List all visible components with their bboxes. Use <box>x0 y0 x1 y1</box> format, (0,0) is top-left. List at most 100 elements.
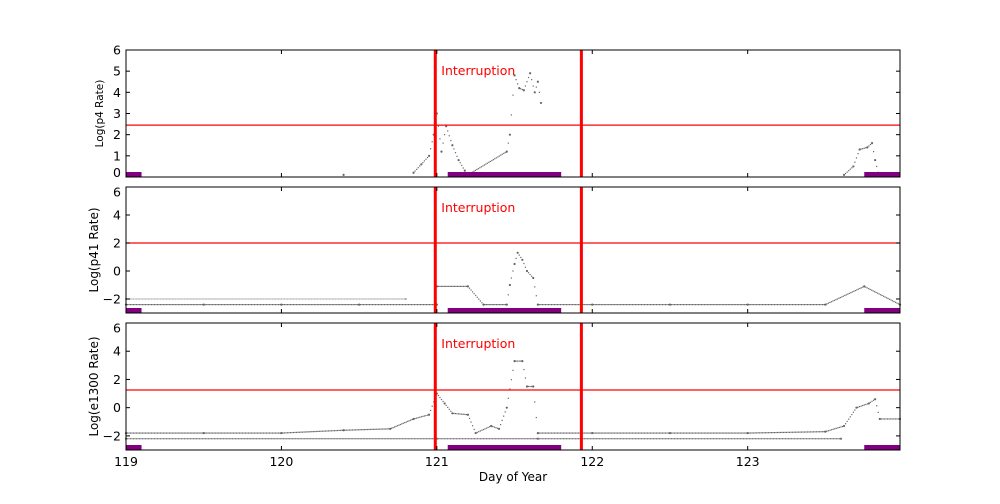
data-point <box>342 298 344 300</box>
data-point <box>385 428 387 430</box>
data-point <box>884 296 886 298</box>
data-point <box>126 438 129 440</box>
data-point <box>275 438 277 440</box>
data-point <box>422 304 424 306</box>
data-point <box>878 293 880 295</box>
data-point <box>442 400 444 403</box>
data-point <box>565 432 568 434</box>
data-point <box>808 431 810 433</box>
data-point <box>417 417 419 419</box>
data-point <box>264 304 266 306</box>
x-tick-label: 120 <box>269 454 293 469</box>
data-point <box>321 430 323 432</box>
data-point <box>690 432 692 434</box>
data-point <box>167 304 169 306</box>
data-point <box>230 438 232 440</box>
data-point <box>531 275 533 277</box>
data-point <box>790 431 792 433</box>
data-point <box>397 438 399 440</box>
data-point <box>565 438 567 440</box>
data-point <box>355 304 357 306</box>
data-point <box>347 438 349 440</box>
data-point <box>823 304 825 306</box>
data-point <box>200 298 202 300</box>
data-point <box>424 304 426 306</box>
data-point <box>164 304 166 306</box>
data-point <box>750 438 752 440</box>
data-point <box>152 432 154 434</box>
data-point <box>667 432 670 434</box>
data-point <box>132 304 135 306</box>
data-point <box>272 438 274 440</box>
data-point <box>396 425 399 427</box>
data-point <box>757 438 760 440</box>
data-point <box>382 298 384 300</box>
data-point <box>806 431 809 433</box>
data-point <box>180 432 182 434</box>
data-point <box>546 432 548 434</box>
data-point <box>400 304 402 306</box>
data-point <box>479 438 482 440</box>
data-point <box>544 438 546 440</box>
data-point <box>896 302 898 304</box>
data-point <box>618 432 620 434</box>
data-point <box>559 304 562 306</box>
data-point <box>355 438 357 440</box>
data-point <box>231 298 233 300</box>
data-point <box>541 304 544 306</box>
data-point <box>839 297 841 299</box>
data-point <box>325 438 327 440</box>
data-point <box>152 298 154 300</box>
data-point <box>822 438 824 440</box>
data-point <box>415 438 417 440</box>
data-point <box>600 432 602 434</box>
data-point <box>188 304 190 306</box>
sparse-point <box>535 86 537 88</box>
data-point <box>219 298 221 300</box>
data-point <box>188 438 190 440</box>
data-point <box>573 432 575 434</box>
data-point <box>504 438 506 440</box>
data-point <box>682 438 685 440</box>
data-point <box>394 304 396 306</box>
data-point <box>534 438 536 440</box>
data-point <box>593 432 595 434</box>
data-point <box>848 418 850 420</box>
data-point <box>808 438 811 440</box>
interruption-label: Interruption <box>441 336 515 351</box>
data-point <box>778 304 780 306</box>
data-point <box>173 298 175 300</box>
data-point <box>514 438 516 440</box>
data-point <box>364 304 366 306</box>
data-point <box>605 304 607 306</box>
data-point <box>241 304 244 306</box>
data-point <box>341 429 343 431</box>
data-point <box>770 432 773 434</box>
data-point <box>414 417 416 420</box>
data-point <box>540 432 542 434</box>
data-point <box>289 432 292 434</box>
data-point <box>576 304 578 306</box>
data-point <box>679 432 682 434</box>
data-point <box>482 438 485 440</box>
data-point <box>299 438 301 440</box>
data-point <box>156 432 158 434</box>
data-point <box>661 304 664 306</box>
data-point <box>288 432 290 434</box>
data-point <box>153 304 155 306</box>
data-point <box>404 297 407 301</box>
data-point <box>600 304 602 306</box>
data-point <box>453 412 455 415</box>
data-point <box>331 438 333 440</box>
sparse-point <box>845 172 847 175</box>
data-point <box>523 262 525 265</box>
data-point <box>561 304 563 306</box>
data-point <box>827 430 830 432</box>
data-point <box>204 298 206 300</box>
data-point <box>807 438 809 440</box>
data-point <box>427 413 431 416</box>
y-tick-label: 3 <box>113 106 121 121</box>
data-point <box>304 438 306 440</box>
data-point <box>464 438 467 440</box>
data-point <box>573 304 575 306</box>
